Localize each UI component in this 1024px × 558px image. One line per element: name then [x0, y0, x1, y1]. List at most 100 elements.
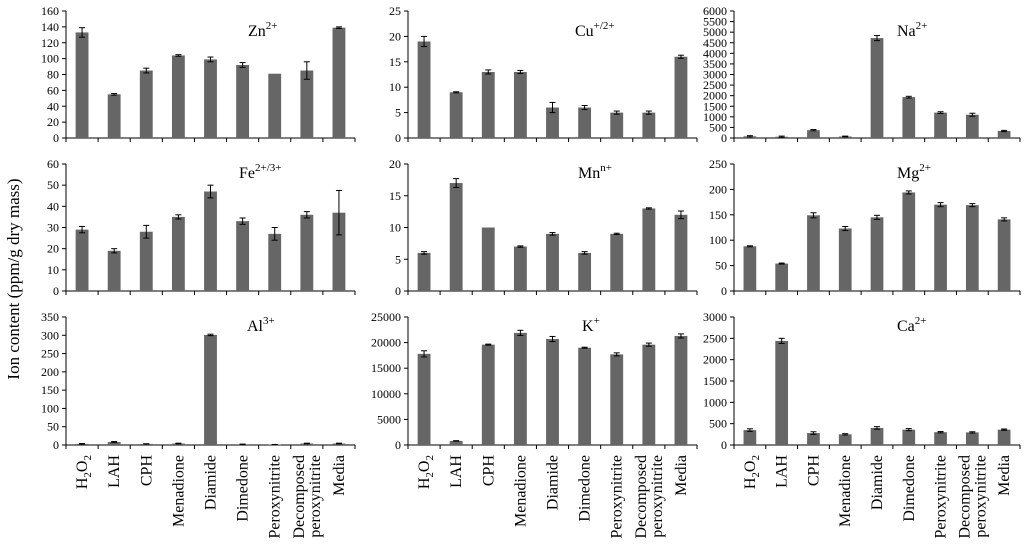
bar [642, 112, 656, 138]
y-tick-label: 1000 [703, 395, 727, 409]
y-tick-label: 40 [47, 199, 59, 213]
bar [139, 231, 153, 291]
y-tick-label: 5 [395, 106, 401, 120]
bar [546, 107, 559, 138]
chart-panel: 0 10 20 30 40 50 60 Fe2+/3+ [47, 157, 356, 298]
y-tick-label: 1500 [703, 99, 727, 113]
bar [204, 334, 217, 445]
category-label: peroxynitrite [972, 455, 989, 538]
y-tick-label: 2500 [703, 78, 727, 92]
y-tick-label: 20 [47, 242, 59, 256]
bar [236, 221, 250, 291]
y-tick-label: 20 [389, 29, 401, 43]
y-tick-label: 40 [47, 99, 59, 113]
y-tick-label: 20 [47, 115, 59, 129]
category-label: Menadione [170, 455, 187, 527]
y-tick-label: 350 [41, 310, 59, 324]
bar [481, 71, 495, 138]
y-tick-label: 500 [709, 120, 727, 134]
category-label: LAH [106, 455, 123, 488]
y-tick-label: 120 [41, 36, 59, 50]
panel-title: K+ [582, 315, 600, 335]
bar [300, 214, 314, 291]
bar [674, 56, 688, 138]
category-label: peroxynitrite [649, 455, 666, 538]
category-label: Peroxynitrite [609, 455, 626, 539]
bar [610, 112, 624, 138]
bar [997, 219, 1011, 291]
y-tick-label: 0 [721, 438, 727, 452]
category-label: Peroxynitrite [267, 455, 284, 539]
bar [417, 353, 431, 445]
category-label: Dimedone [901, 455, 918, 522]
y-tick-label: 150 [709, 208, 727, 222]
y-tick-label: 250 [41, 347, 59, 361]
y-tick-label: 1500 [703, 374, 727, 388]
bar [902, 97, 916, 138]
y-tick-label: 500 [709, 417, 727, 431]
bar [513, 332, 527, 445]
bar [107, 94, 121, 138]
y-tick-label: 0 [395, 131, 401, 145]
bar [743, 430, 757, 445]
y-tick-label: 2000 [703, 353, 727, 367]
y-tick-label: 0 [395, 284, 401, 298]
bar [449, 440, 463, 445]
bar [965, 114, 979, 138]
bar [171, 55, 185, 139]
category-label: Menadione [837, 455, 854, 527]
category-label: CPH [480, 455, 497, 487]
chart-panel: 0500100015002000250030003500400045005000… [703, 4, 1021, 145]
bar [332, 27, 346, 139]
bar [268, 73, 282, 138]
panel-title: Mnn+ [578, 162, 612, 182]
y-axis-label: Ion content (ppm/g dry mass) [4, 178, 23, 379]
bar [674, 335, 688, 445]
category-label: Media [673, 455, 690, 496]
category-label: H2O2 [742, 455, 762, 489]
category-label: Decomposed [291, 455, 308, 539]
bar [997, 429, 1011, 445]
y-tick-label: 3500 [703, 57, 727, 71]
y-tick-label: 25000 [371, 310, 401, 324]
bar [934, 204, 947, 291]
y-tick-label: 0 [53, 438, 59, 452]
panel-title: Cu+/2+ [575, 20, 615, 40]
y-tick-label: 5 [395, 252, 401, 266]
bar [870, 38, 884, 138]
y-tick-label: 2500 [703, 331, 727, 345]
category-label: LAH [774, 455, 791, 488]
bar [417, 41, 431, 139]
bar [481, 344, 495, 445]
y-tick-label: 10000 [371, 387, 401, 401]
y-tick-label: 15 [389, 55, 401, 69]
bar [807, 130, 820, 138]
bar [838, 434, 852, 445]
category-label: LAH [448, 455, 465, 488]
y-tick-label: 50 [47, 420, 59, 434]
bar [610, 233, 624, 291]
bar [870, 217, 884, 291]
y-tick-label: 100 [41, 401, 59, 415]
bar [546, 339, 559, 445]
category-label: Dimedone [577, 455, 594, 522]
bar [870, 427, 884, 445]
bar [965, 432, 979, 445]
bar [332, 212, 346, 291]
category-label: H2O2 [416, 455, 436, 489]
bar [775, 263, 789, 291]
y-tick-label: 6000 [703, 4, 727, 18]
category-label: Diamide [203, 455, 220, 510]
chart-panel: 0 5000 10000 15000 20000 25000 K+ H2O2 LAH CPH Men… [371, 310, 698, 539]
bar [75, 32, 89, 138]
y-tick-label: 80 [47, 68, 59, 82]
y-tick-label: 15000 [371, 361, 401, 375]
y-tick-label: 60 [47, 157, 59, 171]
y-tick-label: 30 [47, 221, 59, 235]
panel-title: Ca2+ [897, 315, 927, 335]
y-tick-label: 5000 [377, 412, 401, 426]
category-label: Diamide [869, 455, 886, 510]
panel-title: Fe2+/3+ [239, 162, 281, 182]
bar [807, 215, 820, 291]
bar [902, 429, 916, 445]
